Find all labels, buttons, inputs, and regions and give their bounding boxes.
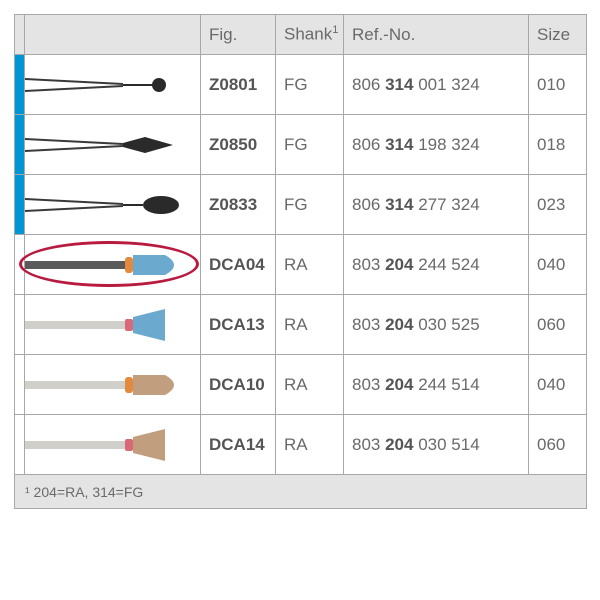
- fig-value: DCA04: [209, 255, 265, 274]
- size-cell: 060: [529, 295, 587, 355]
- instrument-icon: [25, 295, 201, 355]
- shank-cell: RA: [276, 295, 344, 355]
- header-ref: Ref.-No.: [344, 15, 529, 55]
- size-cell: 010: [529, 55, 587, 115]
- fig-cell: DCA10: [201, 355, 276, 415]
- row-marker: [15, 235, 25, 295]
- row-marker: [15, 355, 25, 415]
- header-row: Fig. Shank1 Ref.-No. Size: [15, 15, 587, 55]
- table-row: DCA13 RA803 204 030 525060: [15, 295, 587, 355]
- header-blank-2: [25, 15, 201, 55]
- row-marker: [15, 115, 25, 175]
- row-marker: [15, 415, 25, 475]
- header-size: Size: [529, 15, 587, 55]
- ref-cell: 803 204 244 524: [344, 235, 529, 295]
- ref-cell: 806 314 277 324: [344, 175, 529, 235]
- instrument-icon: [25, 235, 201, 295]
- size-cell: 040: [529, 235, 587, 295]
- fig-value: DCA13: [209, 315, 265, 334]
- fig-value: DCA10: [209, 375, 265, 394]
- instrument-icon: [25, 415, 201, 475]
- ref-cell: 806 314 198 324: [344, 115, 529, 175]
- size-cell: 060: [529, 415, 587, 475]
- size-cell: 023: [529, 175, 587, 235]
- shank-cell: FG: [276, 175, 344, 235]
- row-marker: [15, 175, 25, 235]
- table-row: DCA14 RA803 204 030 514060: [15, 415, 587, 475]
- size-cell: 040: [529, 355, 587, 415]
- fig-cell: DCA13: [201, 295, 276, 355]
- ref-cell: 803 204 244 514: [344, 355, 529, 415]
- header-blank-1: [15, 15, 25, 55]
- instrument-icon: [25, 355, 201, 415]
- ref-cell: 803 204 030 525: [344, 295, 529, 355]
- shank-cell: RA: [276, 235, 344, 295]
- instrument-icon: [25, 175, 201, 235]
- table-row: Z0850 FG806 314 198 324018: [15, 115, 587, 175]
- footnote-row: ¹ 204=RA, 314=FG: [15, 475, 587, 509]
- table-row: Z0801 FG806 314 001 324010: [15, 55, 587, 115]
- fig-cell: Z0850: [201, 115, 276, 175]
- table-row: DCA10 RA803 204 244 514040: [15, 355, 587, 415]
- fig-cell: Z0833: [201, 175, 276, 235]
- fig-value: Z0801: [209, 75, 257, 94]
- table-row: Z0833 FG806 314 277 324023: [15, 175, 587, 235]
- instrument-icon: [25, 115, 201, 175]
- instrument-table: Fig. Shank1 Ref.-No. Size Z0801 FG806 314…: [14, 14, 587, 509]
- fig-value: Z0833: [209, 195, 257, 214]
- instrument-icon: [25, 55, 201, 115]
- row-marker: [15, 295, 25, 355]
- fig-cell: DCA04: [201, 235, 276, 295]
- fig-value: Z0850: [209, 135, 257, 154]
- header-fig: Fig.: [201, 15, 276, 55]
- ref-cell: 806 314 001 324: [344, 55, 529, 115]
- row-marker: [15, 55, 25, 115]
- shank-cell: FG: [276, 115, 344, 175]
- fig-value: DCA14: [209, 435, 265, 454]
- shank-cell: FG: [276, 55, 344, 115]
- footnote: ¹ 204=RA, 314=FG: [15, 475, 587, 509]
- ref-cell: 803 204 030 514: [344, 415, 529, 475]
- shank-cell: RA: [276, 415, 344, 475]
- fig-cell: Z0801: [201, 55, 276, 115]
- header-shank: Shank1: [276, 15, 344, 55]
- shank-cell: RA: [276, 355, 344, 415]
- fig-cell: DCA14: [201, 415, 276, 475]
- table-row: DCA04 RA803 204 244 524040: [15, 235, 587, 295]
- size-cell: 018: [529, 115, 587, 175]
